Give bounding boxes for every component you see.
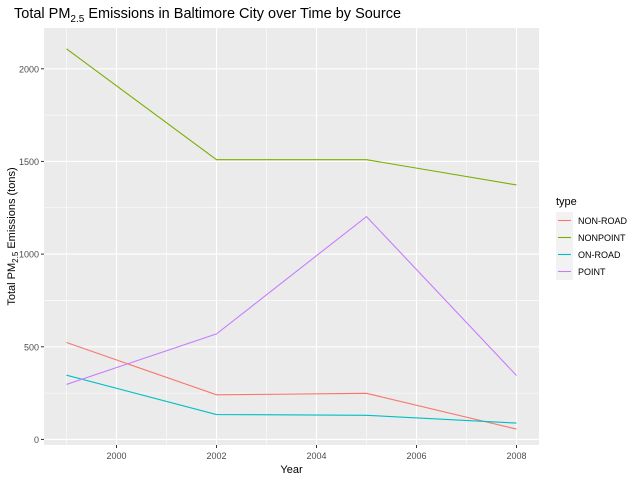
series-line-nonpoint — [66, 48, 517, 186]
grid-major — [44, 28, 539, 445]
legend-item-point: POINT — [556, 263, 606, 280]
y-tick-label: 0 — [34, 435, 39, 445]
x-tick-label: 2000 — [106, 451, 126, 461]
y-axis-title-prefix: Total PM — [6, 263, 18, 306]
legend: type NON-ROAD NONPOINT ON-ROAD POINT — [556, 196, 627, 280]
x-tick-label: 2004 — [306, 451, 326, 461]
legend-item-nonpoint: NONPOINT — [556, 229, 626, 246]
y-axis: 0 500 1000 1500 2000 — [19, 64, 44, 445]
series-line-on-road — [66, 374, 517, 424]
y-tick-label: 1500 — [19, 157, 39, 167]
legend-items: NON-ROAD NONPOINT ON-ROAD POINT — [556, 212, 627, 280]
series-lines — [66, 48, 517, 430]
series-line-point — [66, 215, 517, 385]
grid-minor — [44, 28, 539, 445]
y-axis-title-subscript: 2.5 — [11, 251, 20, 263]
legend-title: type — [556, 196, 577, 208]
series-line-non-road — [66, 342, 517, 430]
legend-label-on-road: ON-ROAD — [578, 250, 621, 260]
chart-title-prefix: Total PM — [14, 6, 70, 22]
x-tick-label: 2002 — [206, 451, 226, 461]
plot-panel — [44, 28, 539, 445]
chart-title: Total PM2.5 Emissions in Baltimore City … — [14, 6, 401, 25]
legend-label-point: POINT — [578, 267, 606, 277]
legend-item-on-road: ON-ROAD — [556, 246, 621, 263]
legend-label-nonpoint: NONPOINT — [578, 233, 626, 243]
legend-label-non-road: NON-ROAD — [578, 216, 627, 226]
y-axis-title-suffix: Emissions (tons) — [6, 167, 18, 251]
x-tick-label: 2008 — [506, 451, 526, 461]
x-tick-label: 2006 — [406, 451, 426, 461]
y-tick-label: 2000 — [19, 64, 39, 74]
y-tick-label: 500 — [24, 342, 39, 352]
chart-title-suffix: Emissions in Baltimore City over Time by… — [84, 6, 401, 22]
y-tick-label: 1000 — [19, 250, 39, 260]
legend-item-non-road: NON-ROAD — [556, 212, 627, 229]
y-axis-title: Total PM2.5 Emissions (tons) — [6, 167, 20, 305]
x-axis: 2000 2002 2004 2006 2008 — [106, 445, 527, 461]
x-axis-title: Year — [280, 464, 303, 476]
chart-title-subscript: 2.5 — [70, 14, 84, 25]
